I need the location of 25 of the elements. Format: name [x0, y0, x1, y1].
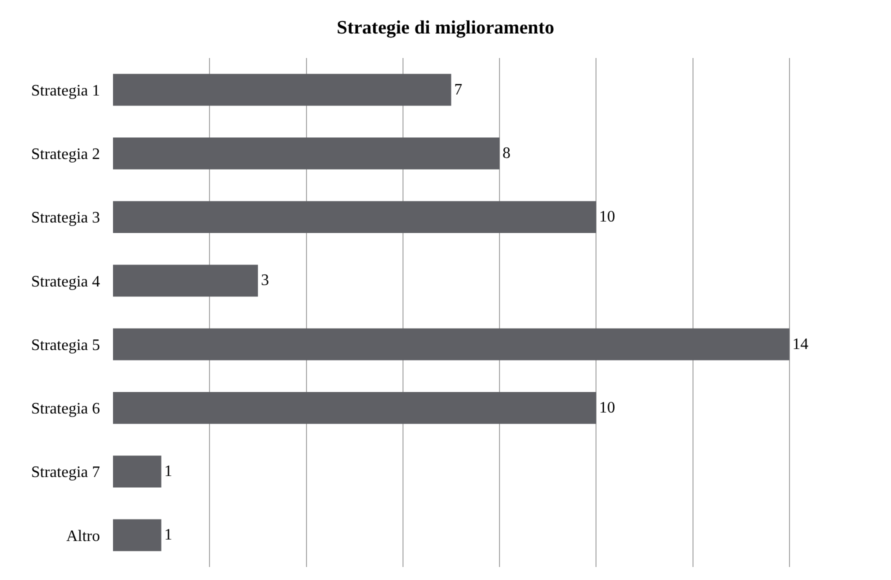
data-label: 8: [502, 144, 511, 162]
bar: [113, 74, 452, 106]
y-tick-label: Strategia 7: [31, 464, 100, 482]
bar: [113, 392, 596, 424]
bar: [113, 456, 162, 488]
bar: [113, 519, 162, 552]
bar: [113, 328, 790, 360]
y-tick-label: Strategia 6: [31, 400, 100, 418]
y-tick-label: Strategia 5: [31, 336, 100, 354]
data-label: 14: [792, 336, 808, 353]
y-tick-label: Strategia 1: [31, 82, 100, 100]
y-tick-label: Strategia 3: [31, 210, 100, 227]
y-tick-label: Strategia 2: [31, 146, 100, 164]
data-label: 10: [599, 208, 616, 226]
y-tick-label: Strategia 4: [31, 273, 100, 290]
data-label: 3: [260, 272, 269, 290]
data-label: 1: [164, 463, 172, 480]
data-label: 7: [454, 81, 462, 98]
data-label: 1: [164, 526, 172, 544]
y-tick-label: Altro: [66, 528, 100, 545]
bar: [113, 264, 258, 297]
chart-title: Strategie di miglioramento: [336, 18, 554, 39]
data-label: 10: [599, 399, 616, 416]
bar: [113, 201, 596, 233]
bar: [113, 138, 500, 170]
